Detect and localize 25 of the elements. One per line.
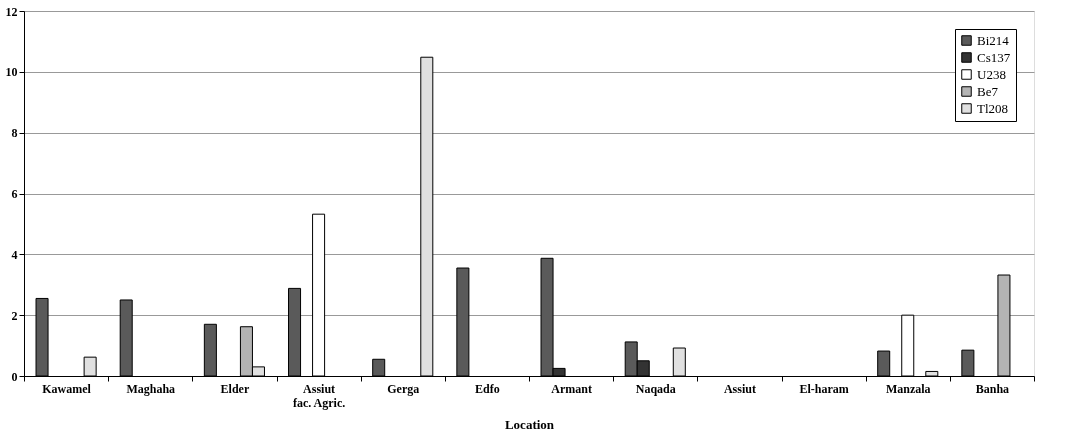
y-tick-label: 2	[11, 308, 18, 323]
y-tick-label: 6	[11, 187, 18, 201]
x-axis-title: Location	[504, 416, 555, 432]
legend-label: Be7	[977, 83, 999, 99]
legend-label: Cs137	[977, 49, 1011, 65]
x-tick-label: Gerga	[387, 381, 420, 396]
legend-label: Bi214	[977, 32, 1010, 48]
x-tick-label: Banha	[975, 381, 1010, 396]
x-tick-label: Kawamel	[42, 381, 92, 396]
y-tick-label: 10	[5, 65, 18, 80]
x-tick-label: Naqada	[635, 381, 676, 396]
legend-label: Tl208	[977, 100, 1009, 116]
y-tick-label: 0	[11, 369, 18, 384]
x-tick-label: Elder	[220, 381, 250, 396]
x-tick-label: Edfo	[475, 381, 500, 396]
x-tick-label: El-haram	[799, 381, 849, 396]
x-tick-label: Assiut fac. Agric.	[292, 381, 346, 410]
x-tick-label: Maghaha	[126, 381, 176, 396]
legend-label: U238	[977, 66, 1006, 82]
x-tick-label: Manzala	[885, 381, 931, 396]
x-tick-label: Armant	[551, 381, 592, 396]
y-tick-label: 12	[5, 4, 18, 19]
x-tick-label: Assiut	[723, 381, 756, 396]
y-tick-label: 4	[11, 247, 18, 262]
y-tick-label: 8	[11, 126, 18, 141]
